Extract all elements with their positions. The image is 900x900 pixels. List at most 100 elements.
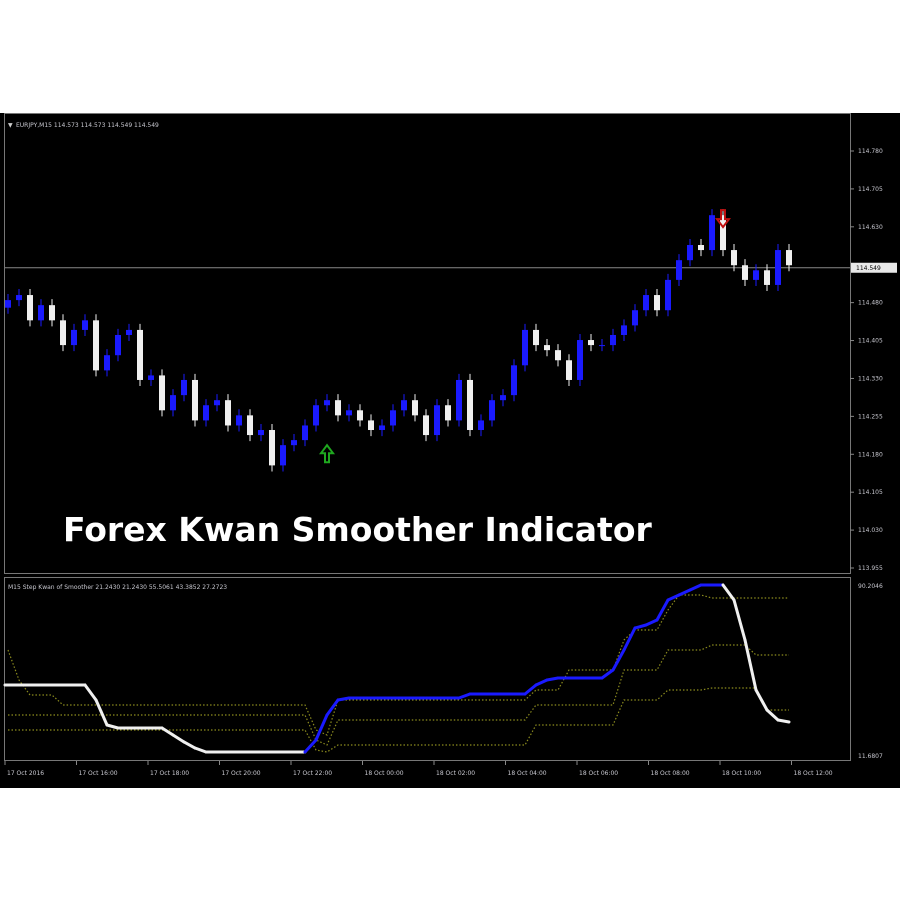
candle-body xyxy=(445,405,451,421)
level-line-lower xyxy=(8,687,789,753)
candle-body xyxy=(302,425,308,441)
time-tick-label: 18 Oct 10:00 xyxy=(722,770,761,777)
candle-body xyxy=(126,329,132,335)
smoother-line-segment xyxy=(655,598,670,622)
smoother-line-segment xyxy=(765,708,780,722)
indicator-header: M15 Step Kwan of Smoother 21.2430 21.243… xyxy=(8,584,227,591)
smoother-line-segment xyxy=(303,738,318,754)
candle-body xyxy=(49,305,55,321)
time-tick-label: 18 Oct 04:00 xyxy=(508,770,547,777)
candle-body xyxy=(676,260,682,280)
candle-body xyxy=(753,270,759,280)
smoother-line-segment xyxy=(688,583,703,592)
collapse-triangle-icon[interactable]: ▼ xyxy=(8,122,13,129)
smoother-line-segment xyxy=(633,623,648,630)
price-tick-label: 114.705 xyxy=(858,186,883,193)
trading-chart[interactable]: 114.780 114.705 114.630 114.480 114.405 114.3… xyxy=(0,113,900,788)
candle-body xyxy=(357,410,363,421)
candle-body xyxy=(401,400,407,411)
candle-body xyxy=(764,270,770,285)
candle-body xyxy=(555,350,561,361)
candle-body xyxy=(192,379,198,421)
candle-body xyxy=(269,430,275,466)
candle-body xyxy=(368,420,374,431)
candle-body xyxy=(434,405,440,436)
candle-body xyxy=(588,340,594,346)
candle-body xyxy=(489,400,495,421)
candle-body xyxy=(324,400,330,406)
indicator-tick-label: 90.2046 xyxy=(858,583,883,590)
candle-body xyxy=(456,379,462,421)
candle-body xyxy=(93,320,99,371)
candle-body xyxy=(412,400,418,416)
candle-body xyxy=(467,379,473,431)
candle-body xyxy=(181,379,187,396)
candle-body xyxy=(346,410,352,416)
candle-body xyxy=(786,250,792,266)
price-tick-label: 114.480 xyxy=(858,300,883,307)
price-tick-label: 114.330 xyxy=(858,375,883,382)
smoother-line-segment xyxy=(105,723,120,730)
level-line-middle xyxy=(8,644,789,746)
smoother-line-segment xyxy=(644,618,659,627)
smoother-line-segment xyxy=(193,746,208,754)
candle-body xyxy=(115,334,121,356)
smoother-line-segment xyxy=(754,688,769,712)
candle-body xyxy=(742,265,748,280)
candle-body xyxy=(82,320,88,330)
candle-body xyxy=(71,329,77,346)
time-tick-label: 17 Oct 22:00 xyxy=(293,770,332,777)
smoother-line-segment xyxy=(182,740,197,750)
candle-body xyxy=(137,329,143,380)
smoother-line-segment xyxy=(457,692,472,700)
smoother-line-segment xyxy=(600,668,615,680)
smoother-line-segment xyxy=(171,733,186,744)
candle-body xyxy=(511,365,517,396)
smoother-line-segment xyxy=(523,683,538,696)
candle-body xyxy=(577,340,583,380)
time-tick-label: 18 Oct 00:00 xyxy=(365,770,404,777)
candle-body xyxy=(566,360,572,380)
current-price-marker xyxy=(851,262,897,273)
candle-body xyxy=(313,405,319,426)
smoother-line-segment xyxy=(611,648,626,672)
candle-body xyxy=(621,325,627,335)
price-tick-label: 114.405 xyxy=(858,338,883,345)
candle-body xyxy=(203,405,209,421)
price-tick-label: 114.030 xyxy=(858,527,883,534)
smoother-line-segment xyxy=(545,676,560,682)
smoother-line-segment xyxy=(325,698,340,717)
smoother-line-segment xyxy=(336,696,351,702)
candle-body xyxy=(687,245,693,261)
indicator-tick-label: 11.6807 xyxy=(858,753,883,760)
candle-body xyxy=(16,295,22,301)
indicator-pane: 90.2046 11.6807 xyxy=(3,583,883,760)
candle-body xyxy=(38,305,44,321)
time-tick-label: 18 Oct 08:00 xyxy=(651,770,690,777)
candle-body xyxy=(775,250,781,285)
candle-body xyxy=(478,420,484,431)
candle-body xyxy=(544,345,550,351)
smoother-line-segment xyxy=(743,638,758,692)
candle-body xyxy=(698,245,704,251)
candle-body xyxy=(104,355,110,371)
candle-body xyxy=(379,425,385,431)
price-tick-label: 114.180 xyxy=(858,451,883,458)
time-tick-label: 18 Oct 12:00 xyxy=(794,770,833,777)
candle-body xyxy=(610,334,616,346)
candle-body xyxy=(632,310,638,326)
price-tick-label: 113.955 xyxy=(858,565,883,572)
smoother-line-segment xyxy=(160,726,175,737)
candle-body xyxy=(643,295,649,311)
candle-body xyxy=(148,375,154,380)
candle-body xyxy=(522,329,528,366)
symbol-header: EURJPY,M15 114.573 114.573 114.549 114.5… xyxy=(16,122,159,129)
price-pane-border xyxy=(4,113,851,574)
buy-arrow-icon xyxy=(319,443,335,464)
time-axis: 17 Oct 2016 17 Oct 16:00 17 Oct 18:00 17 Oc… xyxy=(4,761,833,777)
candle-body xyxy=(665,279,671,311)
smoother-line-segment xyxy=(721,583,736,602)
smoother-line-segment xyxy=(83,683,98,702)
candle-body xyxy=(720,215,726,251)
time-tick-label: 17 Oct 2016 xyxy=(7,770,44,777)
